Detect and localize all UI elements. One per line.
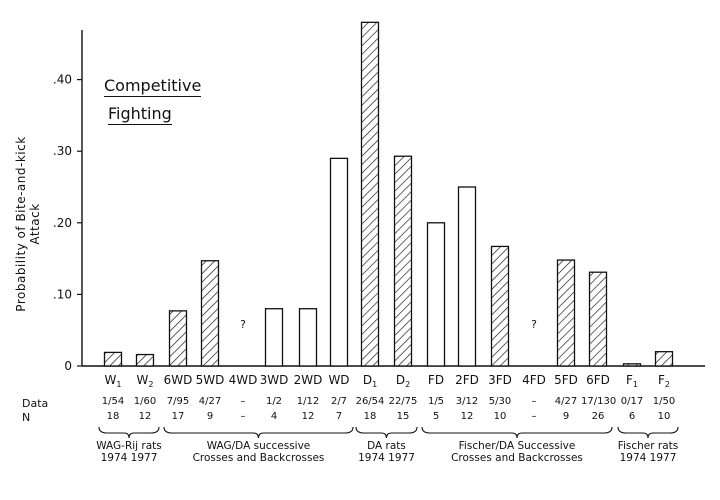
n-value: – — [531, 411, 537, 422]
bar-3fd — [490, 245, 510, 367]
bar-2wd — [298, 308, 318, 367]
x-tick-label: 2WD — [294, 373, 323, 387]
bar-3wd — [264, 308, 284, 367]
bar-f2 — [654, 351, 674, 367]
data-fraction: 5/30 — [488, 396, 512, 407]
n-value: 9 — [562, 411, 570, 422]
missing-value-marker: ? — [531, 318, 537, 331]
y-tick-label: .30 — [53, 144, 72, 158]
x-tick-label: 5WD — [196, 373, 225, 387]
x-tick-label: 6WD — [164, 373, 193, 387]
data-fraction: 4/27 — [554, 396, 578, 407]
data-fraction: 26/54 — [355, 396, 385, 407]
group-brace — [421, 426, 613, 439]
bar-6fd — [588, 271, 608, 367]
missing-value-marker: ? — [240, 318, 246, 331]
n-value: 15 — [396, 411, 410, 422]
n-value: 9 — [206, 411, 214, 422]
n-value: 12 — [301, 411, 315, 422]
x-tick-label: WD — [328, 373, 349, 387]
x-tick-label: 4WD — [229, 373, 258, 387]
n-value: 12 — [138, 411, 152, 422]
category-labels: W1 W2 6WD 5WD 4WD 3WD 2WD WD D1 D2 FD 2FD 3FD 4FD 5FD 6… — [105, 373, 670, 389]
group-brace — [617, 426, 679, 439]
group-label: WAG/DA successive Crosses and Backcrosses — [192, 440, 325, 464]
data-fraction: 22/75 — [388, 396, 418, 407]
n-value: 6 — [628, 411, 636, 422]
x-tick-label: D1 — [363, 373, 377, 389]
bar-5wd — [200, 260, 220, 367]
x-tick-label: 5FD — [554, 373, 578, 387]
group-brace — [355, 426, 418, 439]
x-tick-label: 6FD — [586, 373, 610, 387]
n-value: 18 — [106, 411, 120, 422]
group-brace — [98, 426, 160, 439]
bar-d2 — [393, 155, 413, 367]
x-tick-label: 3FD — [488, 373, 512, 387]
y-axis-label: Probability of Bite-and-kick Attack — [14, 136, 42, 312]
x-tick-label: 2FD — [455, 373, 479, 387]
group-label: WAG-Rij rats 1974 1977 — [96, 440, 162, 464]
data-fraction: 1/5 — [427, 396, 445, 407]
data-row-label: Data — [22, 397, 49, 410]
bar-f1 — [622, 363, 642, 367]
n-value: 10 — [657, 411, 671, 422]
x-tick-label: F1 — [626, 373, 638, 389]
n-value: 18 — [363, 411, 377, 422]
n-row-label: N — [22, 411, 31, 424]
n-value: 5 — [432, 411, 440, 422]
data-fraction: 1/54 — [101, 396, 125, 407]
bar-w1 — [103, 351, 123, 367]
n-value: 17 — [171, 411, 185, 422]
chart-title-line-1: Competitive — [104, 76, 202, 97]
n-value: – — [240, 411, 246, 422]
chart-title-line-2: Fighting — [108, 104, 172, 125]
y-tick-label: .10 — [53, 287, 72, 301]
data-fraction: 1/2 — [265, 396, 283, 407]
bars: ?? — [103, 21, 674, 367]
data-fraction: 2/7 — [330, 396, 348, 407]
bar-fd — [426, 222, 446, 367]
data-fraction: 1/50 — [652, 396, 676, 407]
n-value: 10 — [493, 411, 507, 422]
group-label: Fischer/DA Successive Crosses and Backcro… — [451, 440, 583, 464]
n-value: 4 — [270, 411, 278, 422]
x-tick-label: 4FD — [522, 373, 546, 387]
data-fraction: 1/12 — [296, 396, 320, 407]
x-tick-label: D2 — [396, 373, 410, 389]
y-tick-label: .20 — [53, 216, 72, 230]
data-fraction: 4/27 — [198, 396, 222, 407]
x-tick-label: FD — [428, 373, 444, 387]
bar-2fd — [457, 186, 477, 367]
data-fraction: – — [240, 396, 246, 407]
n-value: 12 — [460, 411, 474, 422]
group-brace — [163, 426, 354, 439]
group-label: DA rats 1974 1977 — [358, 440, 415, 464]
group-label: Fischer rats 1974 1977 — [617, 440, 679, 464]
x-tick-label: W1 — [105, 373, 122, 389]
data-fraction: 1/60 — [133, 396, 157, 407]
bar-6wd — [168, 310, 188, 367]
data-fraction: 7/95 — [166, 396, 190, 407]
x-tick-label: 3WD — [260, 373, 289, 387]
data-fraction: 17/130 — [581, 396, 617, 407]
data-fraction: – — [531, 396, 537, 407]
data-fraction: 0/17 — [620, 396, 644, 407]
bar-w2 — [135, 353, 155, 367]
bar-wd — [329, 157, 349, 367]
group-braces — [98, 426, 679, 439]
x-tick-label: F2 — [658, 373, 670, 389]
n-value: 7 — [335, 411, 343, 422]
n-value: 26 — [591, 411, 605, 422]
x-tick-label: W2 — [137, 373, 154, 389]
y-tick-label: 0 — [64, 359, 72, 373]
y-tick-label: .40 — [53, 73, 72, 87]
bar-d1 — [360, 21, 380, 367]
bar-5fd — [556, 259, 576, 367]
data-fraction: 3/12 — [455, 396, 479, 407]
